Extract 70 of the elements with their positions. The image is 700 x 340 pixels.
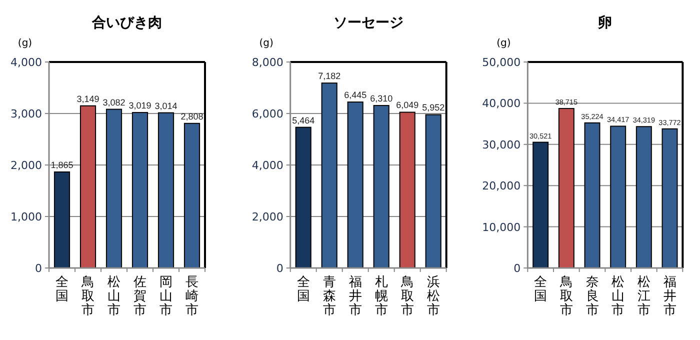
y-tick-label: 4,000 bbox=[10, 56, 42, 69]
bar bbox=[184, 122, 200, 268]
data-label: 1,865 bbox=[50, 160, 74, 170]
x-tick-label: 長崎市 bbox=[186, 275, 198, 318]
x-tick-label: 札幌市 bbox=[374, 275, 388, 318]
bar bbox=[636, 126, 652, 268]
bar bbox=[321, 82, 338, 268]
x-tick-label: 松山市 bbox=[108, 275, 120, 318]
x-tick-label: 全国 bbox=[296, 275, 310, 304]
y-tick-label: 3,000 bbox=[10, 108, 42, 120]
y-tick-label: 30,000 bbox=[482, 138, 521, 152]
bar bbox=[347, 102, 364, 268]
x-tick-label: 鳥取市 bbox=[558, 275, 573, 318]
bar bbox=[584, 122, 600, 268]
chart-title: 卵 bbox=[597, 15, 612, 31]
x-tick-label: 福井市 bbox=[348, 275, 362, 318]
x-tick-label: 松江市 bbox=[637, 275, 650, 318]
y-tick-label: 40,000 bbox=[482, 97, 521, 110]
data-label: 6,445 bbox=[344, 90, 367, 100]
y-axis-title: (g) bbox=[496, 38, 511, 49]
bar bbox=[373, 105, 390, 268]
x-tick-label: 松山市 bbox=[612, 275, 625, 318]
y-axis-title: (g) bbox=[259, 38, 274, 49]
data-label: 6,049 bbox=[396, 100, 419, 110]
data-label: 3,149 bbox=[76, 94, 100, 104]
data-label: 7,182 bbox=[318, 71, 341, 82]
bar bbox=[399, 112, 416, 268]
y-tick-label: 4,000 bbox=[252, 159, 284, 172]
y-tick-label: 0 bbox=[514, 262, 521, 275]
bar bbox=[662, 128, 678, 268]
y-tick-label: 0 bbox=[276, 262, 284, 275]
data-label: 3,082 bbox=[102, 97, 126, 108]
y-tick-label: 6,000 bbox=[252, 108, 284, 120]
data-label: 3,014 bbox=[154, 100, 178, 111]
bar bbox=[158, 112, 174, 268]
y-tick-label: 10,000 bbox=[482, 220, 521, 234]
bar bbox=[80, 105, 96, 268]
data-label: 5,464 bbox=[292, 115, 315, 126]
x-tick-label: 岡山市 bbox=[160, 275, 172, 318]
y-axis-title: (g) bbox=[18, 38, 32, 49]
x-tick-label: 鳥取市 bbox=[80, 275, 94, 318]
y-tick-label: 1,000 bbox=[10, 210, 42, 224]
bar bbox=[54, 171, 70, 268]
x-tick-label: 福井市 bbox=[663, 275, 676, 318]
x-tick-label: 浜松市 bbox=[426, 275, 440, 318]
x-tick-label: 佐賀市 bbox=[134, 275, 146, 318]
y-tick-label: 2,000 bbox=[252, 210, 284, 224]
data-label: 6,310 bbox=[370, 94, 393, 104]
y-tick-label: 50,000 bbox=[482, 56, 521, 69]
x-tick-label: 全国 bbox=[56, 275, 68, 304]
x-tick-label: 全国 bbox=[534, 275, 548, 304]
bar bbox=[532, 142, 549, 268]
x-tick-label: 奈良市 bbox=[586, 275, 599, 318]
chart-title: 合いびき肉 bbox=[91, 15, 162, 31]
data-label: 2,808 bbox=[180, 111, 204, 122]
bar bbox=[558, 108, 574, 268]
data-label: 3,019 bbox=[128, 100, 152, 111]
bar bbox=[425, 114, 442, 268]
data-label: 5,952 bbox=[422, 102, 445, 113]
y-tick-label: 0 bbox=[35, 262, 42, 275]
bar bbox=[295, 126, 312, 268]
x-tick-label: 鳥取市 bbox=[400, 275, 414, 318]
y-tick-label: 20,000 bbox=[482, 180, 521, 193]
y-tick-label: 8,000 bbox=[252, 56, 284, 69]
bar bbox=[610, 126, 626, 268]
chart-title: ソーセージ bbox=[333, 15, 404, 31]
bar bbox=[132, 112, 148, 268]
bar bbox=[106, 108, 122, 268]
y-tick-label: 2,000 bbox=[10, 159, 42, 172]
x-tick-label: 青森市 bbox=[322, 275, 336, 318]
